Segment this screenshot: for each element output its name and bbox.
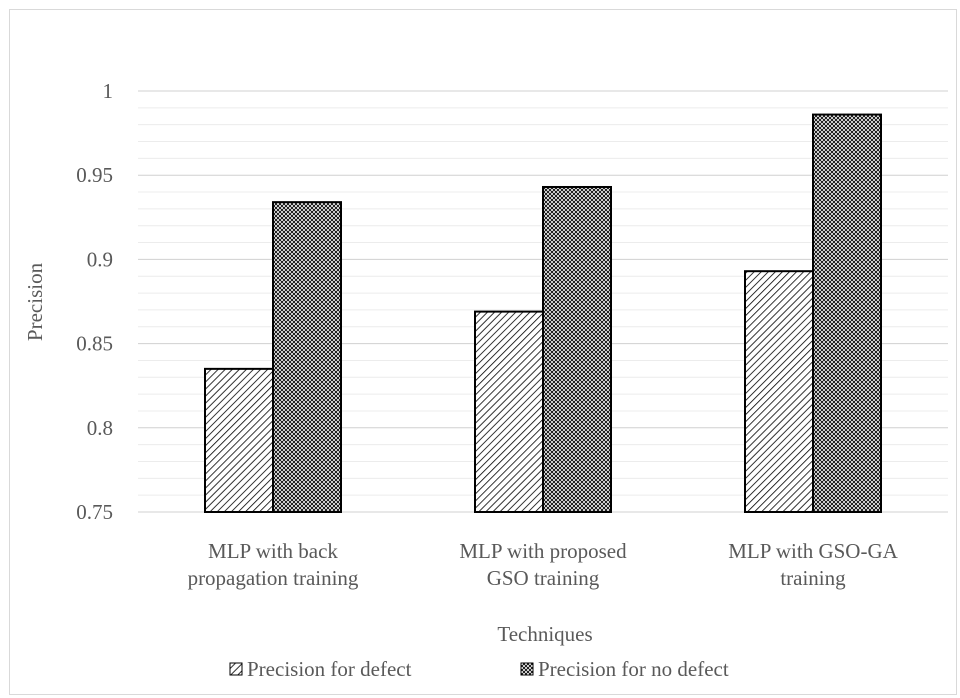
- legend-swatch-no-defect: [520, 662, 534, 676]
- x-category-label: MLP with GSO-GA training: [728, 539, 898, 590]
- bar-precision-no-defect: [272, 201, 342, 513]
- y-tick-label: 0.75: [76, 500, 113, 524]
- y-tick-label: 0.85: [76, 332, 113, 356]
- bar-precision-defect: [474, 310, 544, 513]
- bars: [204, 113, 882, 514]
- bar-precision-defect: [744, 270, 814, 513]
- y-tick-label: 0.9: [87, 247, 113, 271]
- x-axis-categories: MLP with back propagation training MLP wit…: [188, 539, 899, 590]
- x-axis-title: Techniques: [497, 622, 592, 646]
- y-tick-label: 1: [103, 79, 114, 103]
- legend-label-defect: Precision for defect: [247, 657, 412, 681]
- y-tick-label: 0.8: [87, 416, 113, 440]
- legend-label-no-defect: Precision for no defect: [538, 657, 729, 681]
- legend-swatch-defect: [229, 662, 243, 676]
- y-axis-title: Precision: [23, 262, 47, 341]
- y-tick-label: 0.95: [76, 163, 113, 187]
- x-category-label: MLP with proposed GSO training: [459, 539, 627, 590]
- y-axis-ticks: 0.75 0.8 0.85 0.9 0.95 1: [76, 79, 113, 524]
- legend: Precision for defect Precision for no de…: [229, 657, 729, 681]
- bar-precision-defect: [204, 367, 274, 513]
- x-category-label: MLP with back propagation training: [188, 539, 359, 590]
- bar-precision-no-defect: [542, 185, 612, 513]
- bar-precision-no-defect: [812, 113, 882, 514]
